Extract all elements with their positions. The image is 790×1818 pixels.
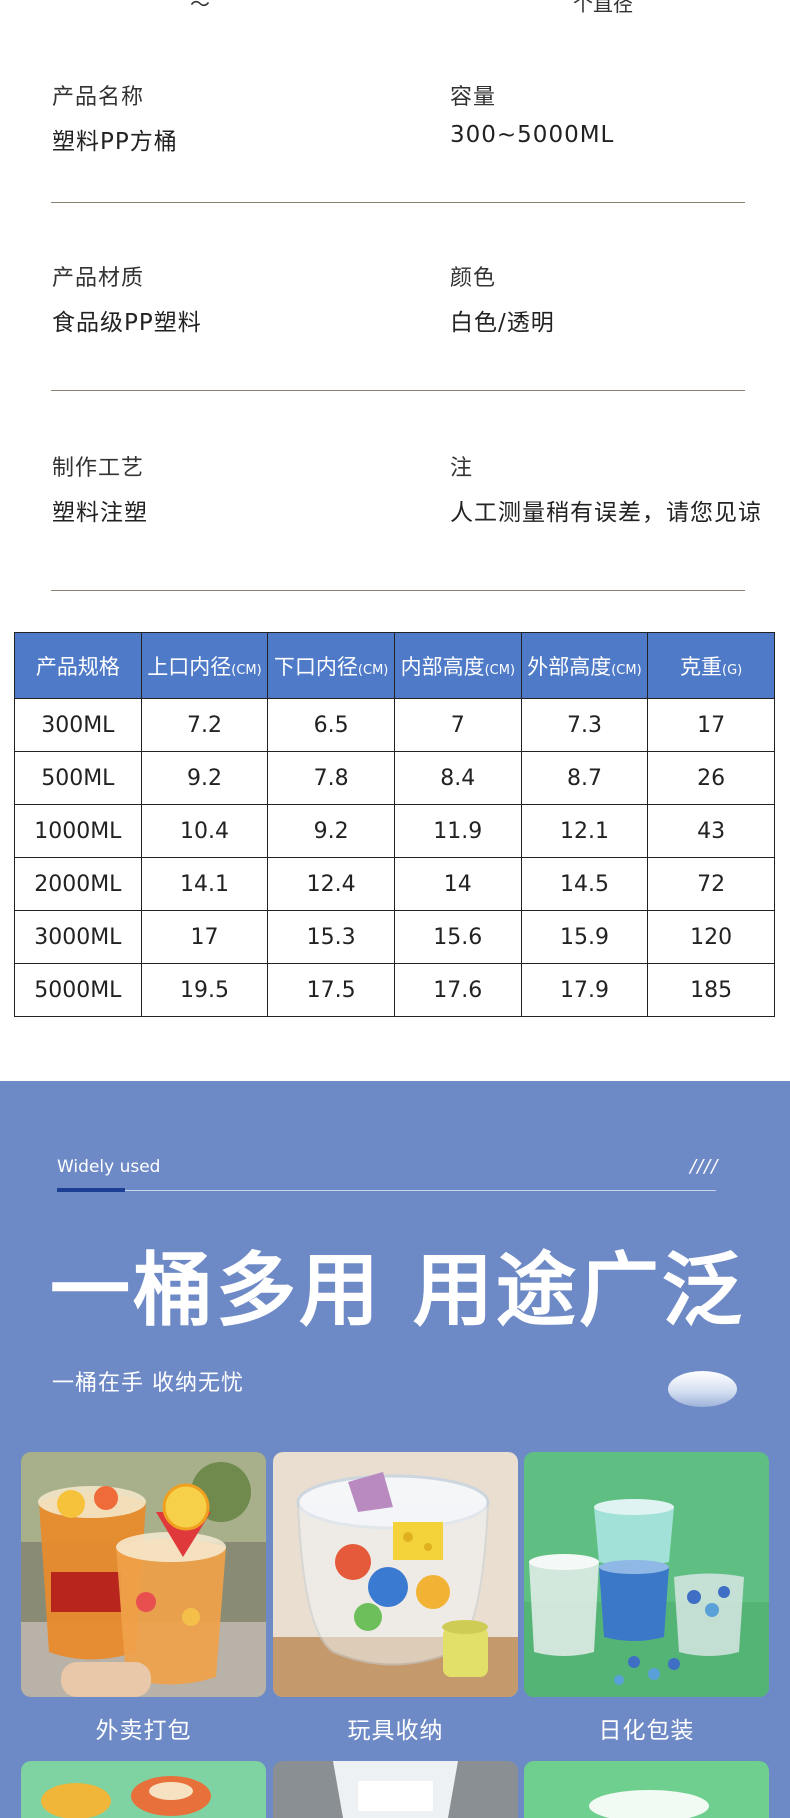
table-cell: 17.5 xyxy=(267,963,395,1017)
table-row: 300ML 7.2 6.5 7 7.3 17 xyxy=(14,698,775,752)
table-cell: 6.5 xyxy=(267,698,395,752)
table-row: 5000ML 19.5 17.5 17.6 17.9 185 xyxy=(14,963,775,1017)
spec-label-color: 颜色 xyxy=(450,266,497,291)
table-cell: 7 xyxy=(393,698,522,752)
table-cell: 15.3 xyxy=(267,910,395,964)
green-bucket-photo xyxy=(524,1761,769,1818)
usage-eyebrow: Widely used xyxy=(57,1157,161,1177)
table-cell: 43 xyxy=(647,804,775,858)
table-cell: 17.9 xyxy=(520,963,649,1017)
table-cell: 7.8 xyxy=(267,751,395,805)
table-cell: 17 xyxy=(140,910,269,964)
snack-bucket-photo xyxy=(21,1761,266,1818)
spec-value-process: 塑料注塑 xyxy=(52,500,148,526)
table-cell: 9.2 xyxy=(267,804,395,858)
table-cell: 10.4 xyxy=(140,804,269,858)
table-cell: 8.7 xyxy=(520,751,649,805)
decorative-slashes: //// xyxy=(690,1156,719,1177)
table-cell: 19.5 xyxy=(140,963,269,1017)
table-cell: 14 xyxy=(393,857,522,911)
spec-divider xyxy=(51,390,745,391)
eyebrow-underline xyxy=(57,1190,716,1191)
table-cell: 12.1 xyxy=(520,804,649,858)
spec-label-capacity: 容量 xyxy=(450,85,497,110)
top-cutoff-left: ～ xyxy=(190,0,210,16)
table-cell: 7.3 xyxy=(520,698,649,752)
spec-label-material: 产品材质 xyxy=(52,266,145,291)
table-cell: 14.5 xyxy=(520,857,649,911)
table-header-cell: 内部高度(CM) xyxy=(393,632,522,699)
table-cell: 5000ML xyxy=(14,963,142,1017)
table-cell: 12.4 xyxy=(267,857,395,911)
table-header-cell: 上口内径(CM) xyxy=(140,632,269,699)
card-caption-daily-chemical: 日化包装 xyxy=(598,1718,695,1744)
eyebrow-underline-accent xyxy=(57,1188,125,1192)
table-cell: 1000ML xyxy=(14,804,142,858)
spec-divider xyxy=(51,202,745,203)
spec-value-color: 白色/透明 xyxy=(450,310,555,336)
table-cell: 15.6 xyxy=(393,910,522,964)
table-header-row: 产品规格 上口内径(CM) 下口内径(CM) 内部高度(CM) 外部高度(CM)… xyxy=(14,632,775,699)
card-caption-takeout: 外卖打包 xyxy=(95,1718,192,1744)
spec-label-note: 注 xyxy=(450,456,474,481)
decorative-pill-shape xyxy=(668,1371,737,1407)
spec-divider xyxy=(51,590,745,591)
table-cell: 26 xyxy=(647,751,775,805)
table-cell: 7.2 xyxy=(140,698,269,752)
spec-label-product-name: 产品名称 xyxy=(52,85,145,110)
top-cutoff-right: 个直径 xyxy=(573,0,633,16)
table-header-cell: 下口内径(CM) xyxy=(267,632,395,699)
table-cell: 120 xyxy=(647,910,775,964)
spec-value-product-name: 塑料PP方桶 xyxy=(52,129,178,155)
table-header-cell: 外部高度(CM) xyxy=(520,632,649,699)
table-row: 2000ML 14.1 12.4 14 14.5 72 xyxy=(14,857,775,911)
table-row: 1000ML 10.4 9.2 11.9 12.1 43 xyxy=(14,804,775,858)
table-cell: 15.9 xyxy=(520,910,649,964)
table-cell: 8.4 xyxy=(393,751,522,805)
table-header-cell: 产品规格 xyxy=(14,632,142,699)
table-cell: 72 xyxy=(647,857,775,911)
table-row: 3000ML 17 15.3 15.6 15.9 120 xyxy=(14,910,775,964)
table-cell: 14.1 xyxy=(140,857,269,911)
table-row: 500ML 9.2 7.8 8.4 8.7 26 xyxy=(14,751,775,805)
usage-title: 一桶多用 用途广泛 xyxy=(50,1244,745,1337)
table-cell: 2000ML xyxy=(14,857,142,911)
table-cell: 17 xyxy=(647,698,775,752)
spec-value-material: 食品级PP塑料 xyxy=(52,310,202,336)
table-cell: 9.2 xyxy=(140,751,269,805)
size-table: 产品规格 上口内径(CM) 下口内径(CM) 内部高度(CM) 外部高度(CM)… xyxy=(14,632,775,1017)
spec-label-process: 制作工艺 xyxy=(52,456,145,481)
spec-value-capacity: 300~5000ML xyxy=(450,122,615,148)
table-cell: 300ML xyxy=(14,698,142,752)
table-cell: 500ML xyxy=(14,751,142,805)
laundry-pod-buckets-photo xyxy=(524,1452,769,1697)
white-bucket-photo xyxy=(273,1761,518,1818)
table-cell: 11.9 xyxy=(393,804,522,858)
table-cell: 3000ML xyxy=(14,910,142,964)
toy-storage-bucket-photo xyxy=(273,1452,518,1697)
usage-subtitle: 一桶在手 收纳无忧 xyxy=(52,1371,244,1396)
table-cell: 185 xyxy=(647,963,775,1017)
card-caption-toys: 玩具收纳 xyxy=(347,1718,444,1744)
table-cell: 17.6 xyxy=(393,963,522,1017)
spec-value-note: 人工测量稍有误差，请您见谅 xyxy=(450,500,762,526)
table-header-cell: 克重(G) xyxy=(647,632,775,699)
fruit-tea-cups-photo xyxy=(21,1452,266,1697)
